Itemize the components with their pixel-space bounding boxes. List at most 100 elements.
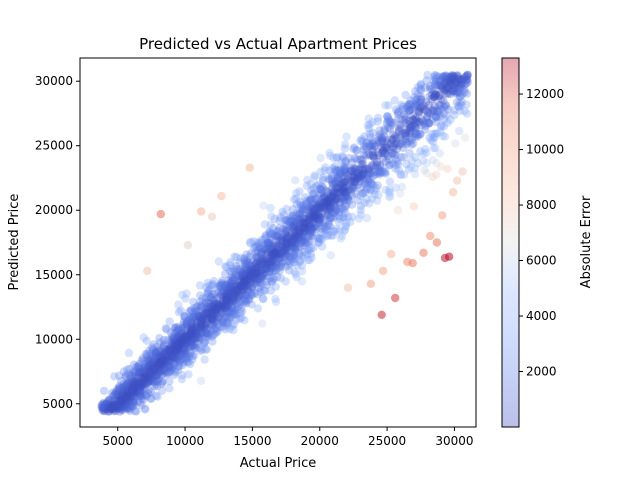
scatter-point	[372, 167, 381, 176]
scatter-point	[340, 227, 349, 236]
scatter-point	[201, 293, 211, 303]
scatter-point	[409, 202, 419, 211]
scatter-point	[213, 313, 222, 322]
scatter-point	[217, 282, 226, 291]
scatter-point	[385, 185, 394, 194]
scatter-point	[235, 297, 245, 306]
scatter-point	[99, 403, 108, 413]
scatter-point	[175, 331, 184, 340]
scatter-point	[373, 113, 383, 123]
scatter-point	[263, 245, 272, 254]
scatter-point	[260, 269, 269, 278]
scatter-point	[456, 80, 466, 89]
scatter-point	[429, 76, 438, 86]
scatter-point	[383, 117, 392, 126]
scatter-point	[169, 334, 179, 343]
scatter-point	[152, 372, 161, 381]
scatter-point	[330, 227, 339, 236]
scatter-point	[157, 379, 167, 389]
scatter-point	[236, 291, 245, 300]
scatter-point	[367, 179, 376, 189]
scatter-point	[434, 81, 443, 90]
scatter-point	[206, 319, 216, 328]
scatter-point	[365, 140, 374, 150]
scatter-point	[375, 138, 384, 147]
scatter-point	[361, 142, 370, 152]
scatter-point	[342, 218, 351, 227]
scatter-point	[449, 87, 459, 96]
scatter-point	[289, 217, 298, 226]
scatter-point	[139, 390, 148, 400]
scatter-point	[425, 133, 434, 142]
scatter-point	[172, 354, 182, 363]
scatter-point	[194, 343, 203, 353]
scatter-point	[375, 126, 384, 135]
scatter-point	[391, 164, 400, 173]
scatter-point	[201, 328, 211, 337]
scatter-point	[224, 307, 233, 316]
scatter-point	[99, 399, 108, 409]
scatter-point	[306, 244, 316, 253]
scatter-point	[259, 269, 268, 278]
scatter-point	[232, 315, 241, 324]
scatter-point	[221, 304, 230, 313]
y-tick-label: 10000	[35, 332, 73, 346]
scatter-point	[323, 187, 333, 197]
scatter-point	[328, 179, 338, 188]
scatter-point	[201, 345, 210, 354]
scatter-point	[394, 141, 403, 150]
scatter-point	[455, 126, 464, 136]
scatter-point	[439, 115, 449, 124]
scatter-point	[213, 288, 223, 297]
scatter-point	[113, 389, 122, 398]
scatter-point	[242, 260, 251, 269]
y-tick-label: 20000	[35, 203, 73, 217]
scatter-point	[294, 216, 303, 225]
scatter-point	[181, 294, 190, 303]
scatter-point	[287, 252, 296, 262]
scatter-point	[331, 167, 341, 177]
scatter-point	[150, 377, 159, 386]
scatter-point	[185, 352, 194, 361]
scatter-point	[201, 298, 211, 308]
scatter-point	[218, 309, 227, 318]
scatter-point	[187, 341, 196, 350]
scatter-point	[149, 340, 158, 349]
scatter-point	[157, 378, 167, 387]
scatter-point	[162, 368, 171, 377]
scatter-point	[292, 200, 301, 209]
scatter-point	[121, 400, 130, 409]
scatter-point	[290, 238, 300, 247]
scatter-point	[309, 203, 318, 212]
scatter-point	[224, 281, 234, 291]
scatter-point	[266, 264, 276, 273]
scatter-point	[218, 287, 228, 297]
scatter-point	[294, 226, 303, 235]
scatter-point	[341, 191, 350, 201]
scatter-point	[267, 278, 276, 287]
scatter-point	[355, 177, 364, 186]
scatter-point	[158, 366, 167, 375]
scatter-point	[294, 248, 304, 258]
outlier-point	[426, 231, 435, 241]
scatter-point	[111, 390, 121, 400]
scatter-point	[413, 98, 422, 108]
scatter-point	[165, 367, 174, 376]
scatter-point	[151, 349, 160, 358]
scatter-point	[278, 257, 287, 266]
scatter-point	[384, 123, 393, 132]
scatter-point	[202, 283, 211, 292]
scatter-point	[411, 130, 420, 139]
scatter-point	[341, 163, 350, 172]
scatter-point	[194, 306, 203, 316]
scatter-point	[296, 200, 305, 210]
scatter-point	[377, 167, 386, 176]
scatter-point	[236, 304, 246, 313]
scatter-point	[177, 355, 186, 364]
scatter-point	[216, 283, 225, 292]
scatter-point	[268, 262, 277, 272]
scatter-point	[460, 107, 469, 116]
scatter-point	[245, 252, 254, 261]
scatter-point	[321, 225, 330, 235]
scatter-point	[315, 234, 325, 243]
